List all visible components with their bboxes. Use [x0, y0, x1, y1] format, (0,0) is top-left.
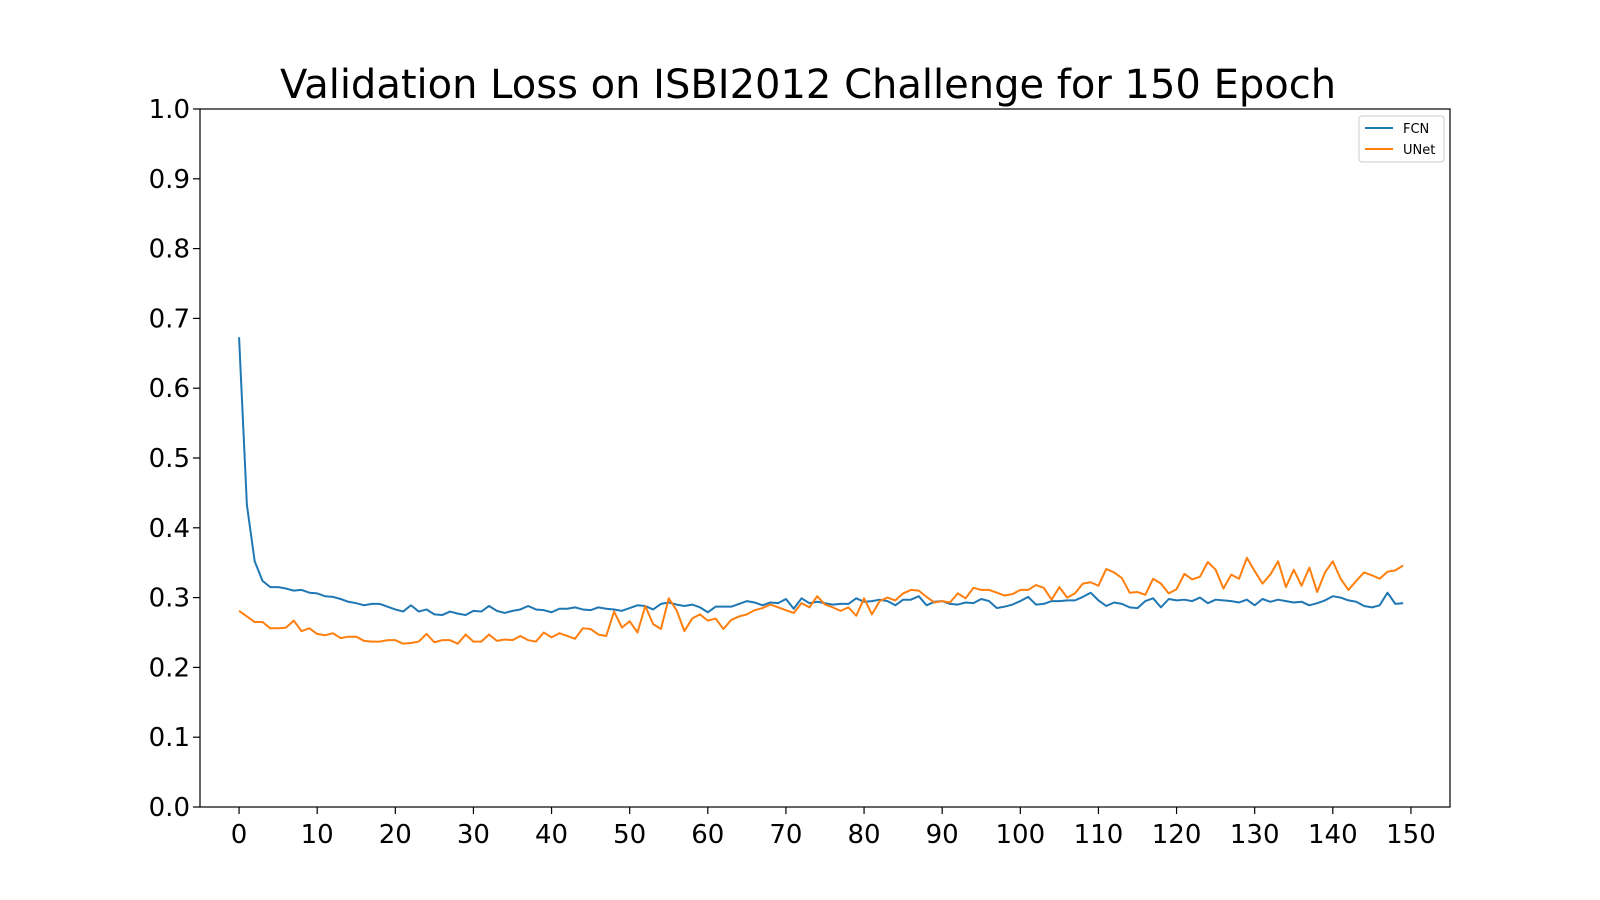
x-tick-label: 140: [1308, 820, 1358, 850]
x-tick-label: 100: [995, 820, 1045, 850]
y-tick-label: 0.2: [149, 653, 190, 683]
x-tick-label: 90: [926, 820, 959, 850]
x-axis: 0 10 20 30 40 50 60 70 80 90 100 110 120 130 140 150: [231, 807, 1436, 850]
y-tick-label: 0.9: [149, 165, 190, 195]
series-line-unet: [238, 556, 1404, 645]
x-tick-label: 130: [1230, 820, 1280, 850]
y-tick-label: 0.1: [149, 723, 190, 753]
y-tick-label: 0.7: [149, 304, 190, 334]
chart-title: Validation Loss on ISBI2012 Challenge fo…: [280, 62, 1336, 108]
x-tick-label: 60: [691, 820, 724, 850]
legend: FCN UNet: [1358, 115, 1445, 163]
y-tick-label: 1.0: [149, 95, 190, 125]
x-tick-label: 110: [1074, 820, 1124, 850]
x-tick-label: 120: [1152, 820, 1202, 850]
x-tick-label: 40: [535, 820, 568, 850]
x-tick-label: 10: [301, 820, 334, 850]
y-tick-label: 0.4: [149, 514, 190, 544]
y-axis: 0.0 0.1 0.2 0.3 0.4 0.5 0.6 0.7 0.8 0.9 1.0: [149, 95, 200, 823]
x-tick-label: 50: [613, 820, 646, 850]
y-tick-label: 0.3: [149, 584, 190, 614]
x-tick-label: 30: [457, 820, 490, 850]
legend-label-unet: UNet: [1403, 143, 1435, 158]
plot-frame: [199, 108, 1451, 808]
y-tick-label: 0.0: [149, 793, 190, 823]
x-tick-label: 150: [1386, 820, 1436, 850]
y-tick-label: 0.5: [149, 444, 190, 474]
y-tick-label: 0.6: [149, 374, 190, 404]
y-tick-label: 0.8: [149, 235, 190, 265]
x-tick-label: 20: [379, 820, 412, 850]
series-line-fcn: [238, 337, 1404, 617]
x-tick-label: 0: [231, 820, 248, 850]
series-layer: [238, 337, 1404, 645]
legend-label-fcn: FCN: [1403, 122, 1429, 137]
x-tick-label: 70: [769, 820, 802, 850]
x-tick-label: 80: [848, 820, 881, 850]
